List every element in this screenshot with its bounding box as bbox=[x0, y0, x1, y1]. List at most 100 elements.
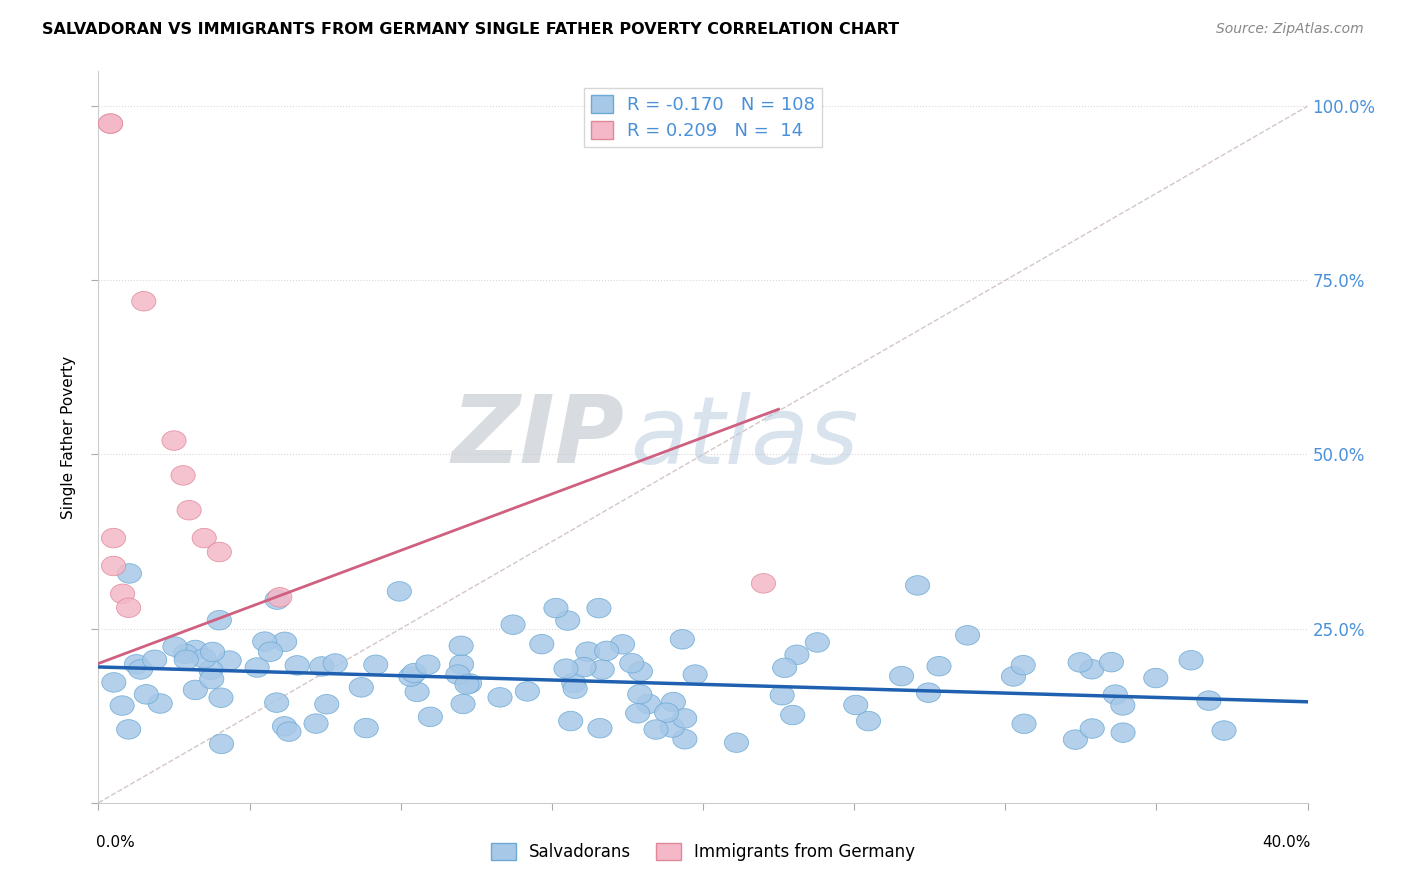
Ellipse shape bbox=[364, 655, 388, 674]
Ellipse shape bbox=[1111, 696, 1135, 715]
Ellipse shape bbox=[117, 720, 141, 739]
Ellipse shape bbox=[770, 686, 794, 705]
Ellipse shape bbox=[457, 673, 482, 693]
Ellipse shape bbox=[273, 716, 297, 736]
Ellipse shape bbox=[488, 688, 512, 707]
Ellipse shape bbox=[209, 688, 233, 707]
Ellipse shape bbox=[1012, 714, 1036, 733]
Ellipse shape bbox=[193, 648, 217, 668]
Ellipse shape bbox=[555, 611, 579, 631]
Ellipse shape bbox=[575, 642, 600, 662]
Ellipse shape bbox=[917, 683, 941, 703]
Ellipse shape bbox=[1180, 650, 1204, 670]
Ellipse shape bbox=[661, 718, 685, 738]
Ellipse shape bbox=[111, 584, 135, 604]
Ellipse shape bbox=[454, 674, 479, 694]
Ellipse shape bbox=[304, 714, 328, 733]
Ellipse shape bbox=[620, 654, 644, 673]
Ellipse shape bbox=[177, 500, 201, 520]
Ellipse shape bbox=[132, 292, 156, 311]
Ellipse shape bbox=[544, 599, 568, 618]
Ellipse shape bbox=[449, 636, 474, 656]
Ellipse shape bbox=[655, 703, 679, 723]
Ellipse shape bbox=[683, 665, 707, 684]
Ellipse shape bbox=[785, 645, 808, 665]
Ellipse shape bbox=[591, 660, 614, 680]
Ellipse shape bbox=[217, 651, 242, 670]
Ellipse shape bbox=[628, 662, 652, 681]
Ellipse shape bbox=[1111, 723, 1135, 742]
Ellipse shape bbox=[450, 655, 474, 674]
Ellipse shape bbox=[586, 599, 612, 618]
Ellipse shape bbox=[399, 667, 423, 686]
Ellipse shape bbox=[193, 528, 217, 548]
Ellipse shape bbox=[418, 707, 443, 727]
Ellipse shape bbox=[323, 654, 347, 673]
Ellipse shape bbox=[671, 630, 695, 649]
Ellipse shape bbox=[610, 634, 634, 654]
Ellipse shape bbox=[148, 694, 173, 714]
Ellipse shape bbox=[245, 657, 269, 677]
Legend: Salvadorans, Immigrants from Germany: Salvadorans, Immigrants from Germany bbox=[484, 836, 922, 868]
Ellipse shape bbox=[772, 658, 797, 678]
Ellipse shape bbox=[209, 734, 233, 754]
Ellipse shape bbox=[117, 564, 142, 583]
Ellipse shape bbox=[1011, 656, 1035, 675]
Ellipse shape bbox=[201, 642, 225, 662]
Ellipse shape bbox=[644, 720, 668, 739]
Ellipse shape bbox=[266, 590, 290, 609]
Ellipse shape bbox=[856, 711, 880, 731]
Ellipse shape bbox=[349, 678, 374, 698]
Ellipse shape bbox=[1212, 721, 1236, 740]
Ellipse shape bbox=[751, 574, 776, 593]
Ellipse shape bbox=[451, 694, 475, 714]
Ellipse shape bbox=[264, 693, 288, 713]
Legend: R = -0.170   N = 108, R = 0.209   N =  14: R = -0.170 N = 108, R = 0.209 N = 14 bbox=[583, 87, 823, 147]
Ellipse shape bbox=[1099, 652, 1123, 672]
Ellipse shape bbox=[162, 431, 186, 450]
Ellipse shape bbox=[806, 632, 830, 652]
Ellipse shape bbox=[253, 632, 277, 651]
Ellipse shape bbox=[174, 650, 198, 670]
Ellipse shape bbox=[163, 637, 187, 657]
Ellipse shape bbox=[595, 641, 619, 661]
Ellipse shape bbox=[354, 718, 378, 738]
Ellipse shape bbox=[101, 673, 127, 692]
Ellipse shape bbox=[1063, 730, 1087, 749]
Ellipse shape bbox=[501, 615, 524, 634]
Ellipse shape bbox=[285, 656, 309, 675]
Ellipse shape bbox=[905, 575, 929, 595]
Ellipse shape bbox=[315, 695, 339, 714]
Ellipse shape bbox=[172, 466, 195, 485]
Ellipse shape bbox=[1080, 719, 1104, 739]
Ellipse shape bbox=[183, 640, 207, 660]
Ellipse shape bbox=[117, 598, 141, 617]
Ellipse shape bbox=[142, 650, 167, 670]
Ellipse shape bbox=[446, 665, 470, 684]
Ellipse shape bbox=[128, 660, 153, 679]
Ellipse shape bbox=[1143, 668, 1168, 688]
Ellipse shape bbox=[198, 660, 224, 680]
Text: 0.0%: 0.0% bbox=[96, 836, 135, 850]
Text: ZIP: ZIP bbox=[451, 391, 624, 483]
Ellipse shape bbox=[207, 542, 232, 562]
Ellipse shape bbox=[259, 642, 283, 662]
Ellipse shape bbox=[98, 114, 122, 134]
Ellipse shape bbox=[558, 711, 582, 731]
Ellipse shape bbox=[200, 669, 224, 689]
Text: SALVADORAN VS IMMIGRANTS FROM GERMANY SINGLE FATHER POVERTY CORRELATION CHART: SALVADORAN VS IMMIGRANTS FROM GERMANY SI… bbox=[42, 22, 900, 37]
Ellipse shape bbox=[101, 557, 125, 575]
Ellipse shape bbox=[277, 722, 301, 741]
Ellipse shape bbox=[98, 114, 122, 134]
Ellipse shape bbox=[672, 708, 697, 728]
Ellipse shape bbox=[183, 681, 208, 699]
Y-axis label: Single Father Poverty: Single Father Poverty bbox=[60, 356, 76, 518]
Ellipse shape bbox=[588, 718, 612, 738]
Ellipse shape bbox=[173, 644, 197, 664]
Ellipse shape bbox=[637, 694, 661, 714]
Ellipse shape bbox=[844, 695, 868, 714]
Ellipse shape bbox=[1104, 685, 1128, 705]
Ellipse shape bbox=[673, 730, 697, 749]
Ellipse shape bbox=[110, 696, 134, 715]
Ellipse shape bbox=[724, 733, 748, 752]
